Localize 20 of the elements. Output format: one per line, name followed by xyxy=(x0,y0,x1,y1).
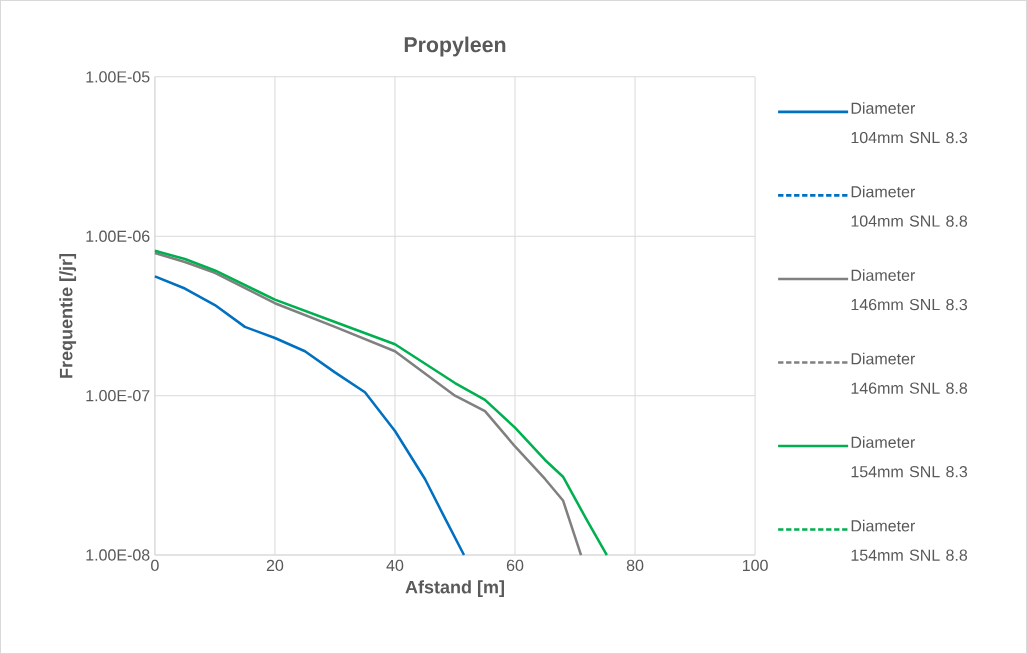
x-tick-label: 60 xyxy=(506,559,524,572)
y-tick-label: 1.00E-08 xyxy=(86,549,150,561)
chart-title: Propyleen xyxy=(404,36,506,57)
line-series xyxy=(153,275,466,557)
x-tick-label: 40 xyxy=(386,559,404,572)
legend-label: Diameter 104mm SNL 8.3 xyxy=(851,102,968,144)
y-tick-label: 1.00E-06 xyxy=(86,230,150,242)
legend-label: Diameter 154mm SNL 8.3 xyxy=(851,436,968,478)
legend-label: Diameter 146mm SNL 8.8 xyxy=(851,352,968,394)
legend-label: Diameter 154mm SNL 8.8 xyxy=(851,519,968,561)
x-tick-label: 100 xyxy=(742,559,768,572)
x-tick-label: 0 xyxy=(151,559,159,572)
y-tick-label: 1.00E-05 xyxy=(86,71,150,83)
x-axis-title: Afstand [m] xyxy=(405,580,504,598)
y-axis-title: Frequentie [/jr] xyxy=(59,254,77,378)
x-tick-label: 80 xyxy=(626,559,644,572)
y-tick-label: 1.00E-07 xyxy=(86,390,150,402)
x-tick-label: 20 xyxy=(266,559,284,572)
legend-label: Diameter 104mm SNL 8.8 xyxy=(851,185,968,227)
legend-label: Diameter 146mm SNL 8.3 xyxy=(851,269,968,311)
